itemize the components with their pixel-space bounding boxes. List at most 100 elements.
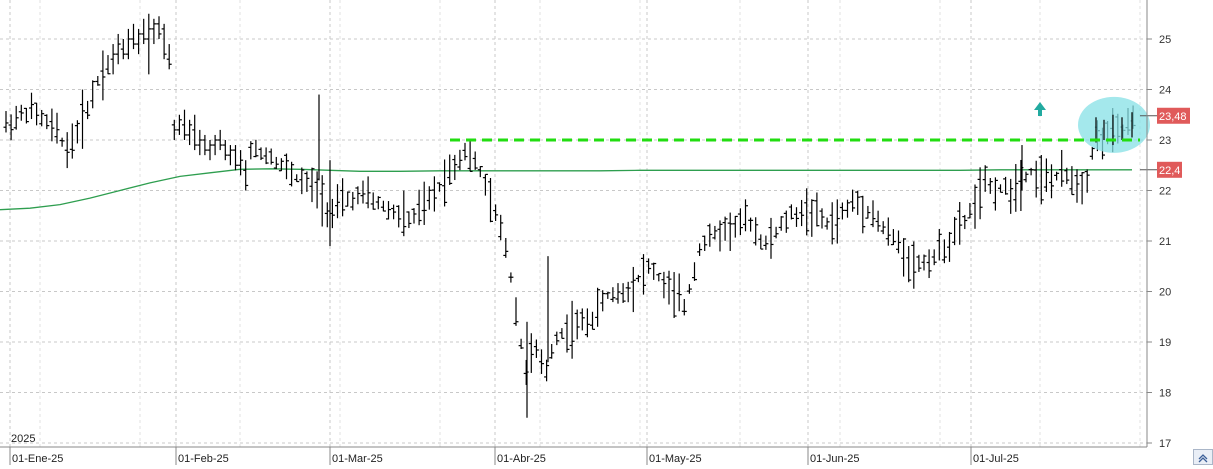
ohlc-bar: [737, 208, 743, 236]
ohlc-bar: [503, 237, 509, 258]
ohlc-bar: [100, 50, 106, 101]
ohlc-bar: [804, 188, 810, 236]
ohlc-bar: [29, 92, 34, 120]
ohlc-bar: [549, 343, 555, 359]
ohlc-bar: [273, 156, 279, 170]
ohlc-bar: [834, 199, 840, 244]
ohlc-bar: [850, 189, 856, 212]
ohlc-bar: [54, 112, 60, 144]
ohlc-bar: [1008, 178, 1014, 214]
ohlc-bar: [171, 119, 177, 140]
ohlc-bar: [533, 339, 539, 358]
ohlc-bar: [992, 177, 998, 211]
ohlc-bar: [539, 349, 544, 374]
ohlc-bar: [972, 184, 978, 229]
ohlc-bar: [182, 109, 187, 140]
ohlc-bar: [814, 192, 820, 227]
ohlc-bar: [95, 75, 101, 86]
ohlc-bar: [309, 167, 315, 203]
x-axis-ticks: 01-Ene-25 01-Feb-25 01-Mar-25 01-Abr-25 01-M…: [9, 447, 1019, 465]
ohlc-bar: [1079, 172, 1085, 205]
ohlc-bar: [987, 177, 993, 194]
ohlc-bar: [278, 158, 284, 172]
ohlc-bar: [595, 287, 601, 327]
ohlc-bar: [799, 199, 805, 227]
ohlc-bar: [156, 16, 162, 39]
ohlc-bar: [401, 190, 407, 237]
plot-background: [0, 0, 1147, 447]
ohlc-bar: [513, 297, 519, 326]
ohlc-bar: [3, 111, 9, 133]
ohlc-bar: [666, 270, 672, 305]
ohlc-bar: [885, 217, 891, 246]
ohlc-bar: [651, 262, 657, 280]
ohlc-bar: [661, 271, 667, 299]
collapse-chevrons-icon: [1198, 454, 1208, 463]
x-tick-label: 01-Jul-25: [973, 453, 1019, 465]
ohlc-bar: [1033, 160, 1039, 198]
ohlc-bar: [243, 160, 249, 191]
ohlc-bar: [855, 190, 861, 215]
ohlc-bar: [34, 102, 40, 126]
ohlc-bar: [717, 220, 723, 252]
ohlc-bar: [355, 186, 361, 205]
ohlc-bar: [120, 39, 126, 60]
ohlc-bar: [936, 228, 942, 261]
ohlc-bar: [748, 217, 754, 232]
ohlc-bar: [161, 23, 167, 60]
ohlc-bar: [1049, 164, 1054, 199]
ohlc-bar: [778, 216, 784, 231]
highlight-ellipse: [1078, 96, 1150, 153]
ohlc-bar: [763, 235, 769, 250]
ohlc-bar: [233, 145, 238, 171]
ohlc-bar: [1013, 164, 1019, 212]
ohlc-bar: [620, 283, 626, 303]
x-tick-label: 01-Feb-25: [178, 453, 229, 465]
ohlc-bar: [49, 108, 55, 142]
ohlc-bar: [370, 192, 376, 210]
ohlc-bar: [284, 153, 289, 180]
ohlc-bar: [365, 176, 371, 209]
ohlc-bar: [1028, 167, 1034, 176]
ohlc-bar: [472, 151, 478, 170]
ohlc-bar: [824, 217, 830, 230]
ohlc-bar: [212, 134, 218, 156]
ohlc-bar: [579, 308, 585, 331]
ohlc-bar: [345, 191, 351, 207]
ohlc-bar: [319, 175, 325, 227]
ohlc-bar: [957, 201, 963, 245]
ohlc-bar: [901, 238, 907, 277]
ohlc-bar: [289, 161, 295, 187]
ohlc-bar: [931, 249, 937, 266]
ohlc-bar: [263, 147, 269, 165]
ohlc-bar: [896, 230, 901, 254]
ohlc-bar: [299, 167, 305, 195]
ohlc-bar: [610, 287, 616, 303]
ohlc-bar: [1069, 166, 1075, 196]
ohlc-bar: [676, 273, 682, 312]
ohlc-bar: [340, 178, 346, 217]
ohlc-bar: [656, 272, 662, 282]
ohlc-bar: [845, 199, 850, 218]
ohlc-bar: [712, 225, 718, 240]
ohlc-bar: [880, 221, 886, 235]
ohlc-bar: [207, 140, 213, 161]
ohlc-bar: [829, 202, 835, 245]
ohlc-bar: [906, 246, 912, 283]
ohlc-bar: [1074, 169, 1080, 203]
ohlc-bar: [493, 204, 499, 221]
ohlc-bar: [217, 129, 223, 151]
x-tick-label: 01-Ene-25: [12, 453, 63, 465]
ohlc-bar: [911, 241, 917, 289]
y-tick-label: 21: [1159, 236, 1171, 248]
ohlc-bar: [702, 235, 708, 251]
ohlc-bar: [166, 44, 172, 70]
ohlc-bar: [794, 207, 799, 227]
ohlc-bar: [564, 314, 570, 353]
ohlc-bar: [488, 178, 493, 223]
ohlc-bar: [80, 89, 85, 149]
ohlc-bar: [115, 33, 121, 65]
collapse-panel-button[interactable]: [1193, 449, 1213, 465]
ohlc-bar: [447, 154, 453, 185]
